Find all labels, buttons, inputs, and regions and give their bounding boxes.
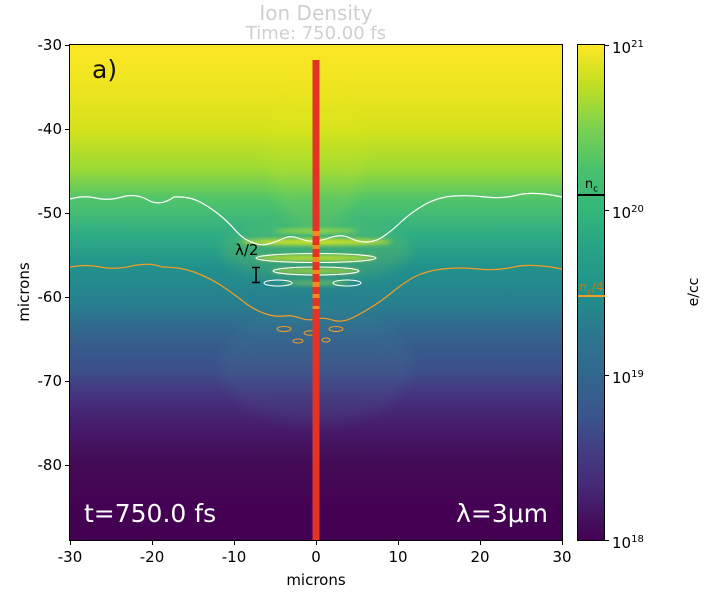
x-tick-label: -10 [221, 548, 247, 566]
x-tick-label: 10 [388, 548, 408, 566]
colorbar-tick [605, 540, 609, 541]
nc4-contour-line [70, 263, 562, 322]
x-tick [152, 540, 153, 545]
nc4-annotation: nc/4 [577, 280, 606, 297]
y-tick [65, 45, 70, 46]
nc4-annotation-sub: c [586, 287, 592, 298]
contour-overlay [70, 60, 562, 540]
y-tick-label: -40 [37, 120, 63, 138]
time-annotation: t=750.0 fs [84, 499, 217, 528]
y-tick-label: -30 [37, 36, 63, 54]
colorbar-tick-exp: 21 [631, 39, 644, 50]
nc4-contour-island [276, 326, 292, 332]
x-axis-label: microns [286, 571, 346, 589]
heatmap-panel: a) t=750.0 fs λ=3μm λ/2 [70, 45, 562, 540]
half-wavelength-errorbar-icon [252, 266, 260, 284]
figure-title-block: Ion Density Time: 750.00 fs [70, 2, 562, 44]
nc4-level-line [578, 295, 605, 297]
nc-level-line [578, 194, 605, 196]
nc4-contour-island [321, 337, 331, 343]
nc4-contour-island [328, 326, 344, 332]
figure-title: Ion Density [259, 1, 373, 25]
colorbar-tick-exp: 19 [631, 369, 644, 380]
colorbar-tick-base: 10 [612, 534, 632, 552]
x-tick [480, 540, 481, 545]
colorbar-tick-base: 10 [612, 204, 632, 222]
nc4-annotation-text: n [579, 280, 587, 294]
colorbar [578, 45, 604, 540]
y-tick-label: -60 [37, 288, 63, 306]
y-tick [65, 381, 70, 382]
x-tick-label: 30 [552, 548, 572, 566]
colorbar-tick-base: 10 [612, 39, 632, 57]
colorbar-tick-exp: 20 [631, 204, 644, 215]
nc-contour-loop [263, 279, 293, 287]
colorbar-tick-base: 10 [612, 369, 632, 387]
laser-axis-fringe-dashes [312, 231, 320, 309]
nc-annotation-sub: c [593, 184, 599, 195]
colorbar-tick-label: 1021 [612, 36, 644, 57]
nc-annotation-text: n [584, 177, 594, 192]
y-tick-label: -50 [37, 204, 63, 222]
y-tick [65, 213, 70, 214]
colorbar-tick-label: 1020 [612, 201, 644, 222]
x-tick [562, 540, 563, 545]
nc4-contour-island [292, 338, 304, 344]
colorbar-axis-label: e/cc [686, 277, 702, 307]
nc-contour-loop [332, 279, 362, 287]
x-tick [398, 540, 399, 545]
nc-contour-line [70, 192, 562, 246]
wavelength-annotation: λ=3μm [456, 499, 548, 528]
colorbar-tick [605, 375, 609, 376]
x-tick [234, 540, 235, 545]
y-tick-label: -80 [37, 456, 63, 474]
nc4-annotation-suffix: /4 [591, 280, 604, 294]
y-tick [65, 297, 70, 298]
nc-annotation: nc [578, 177, 605, 195]
colorbar-tick-exp: 18 [631, 534, 644, 545]
y-tick-label: -70 [37, 372, 63, 390]
figure-subtitle: Time: 750.00 fs [245, 23, 387, 44]
x-tick-label: -30 [57, 548, 83, 566]
laser-axis-line [312, 60, 320, 540]
colorbar-tick-label: 1019 [612, 366, 644, 387]
y-tick [65, 465, 70, 466]
x-tick [70, 540, 71, 545]
half-wavelength-annotation: λ/2 [235, 241, 259, 259]
colorbar-tick [605, 45, 609, 46]
colorbar-tick-label: 1018 [612, 531, 644, 552]
x-tick-label: 20 [470, 548, 490, 566]
colorbar-tick [605, 210, 609, 211]
panel-label: a) [92, 55, 118, 84]
x-tick-label: 0 [311, 548, 321, 566]
y-tick [65, 129, 70, 130]
x-tick [316, 540, 317, 545]
x-tick-label: -20 [139, 548, 165, 566]
y-axis-label: microns [15, 262, 33, 322]
